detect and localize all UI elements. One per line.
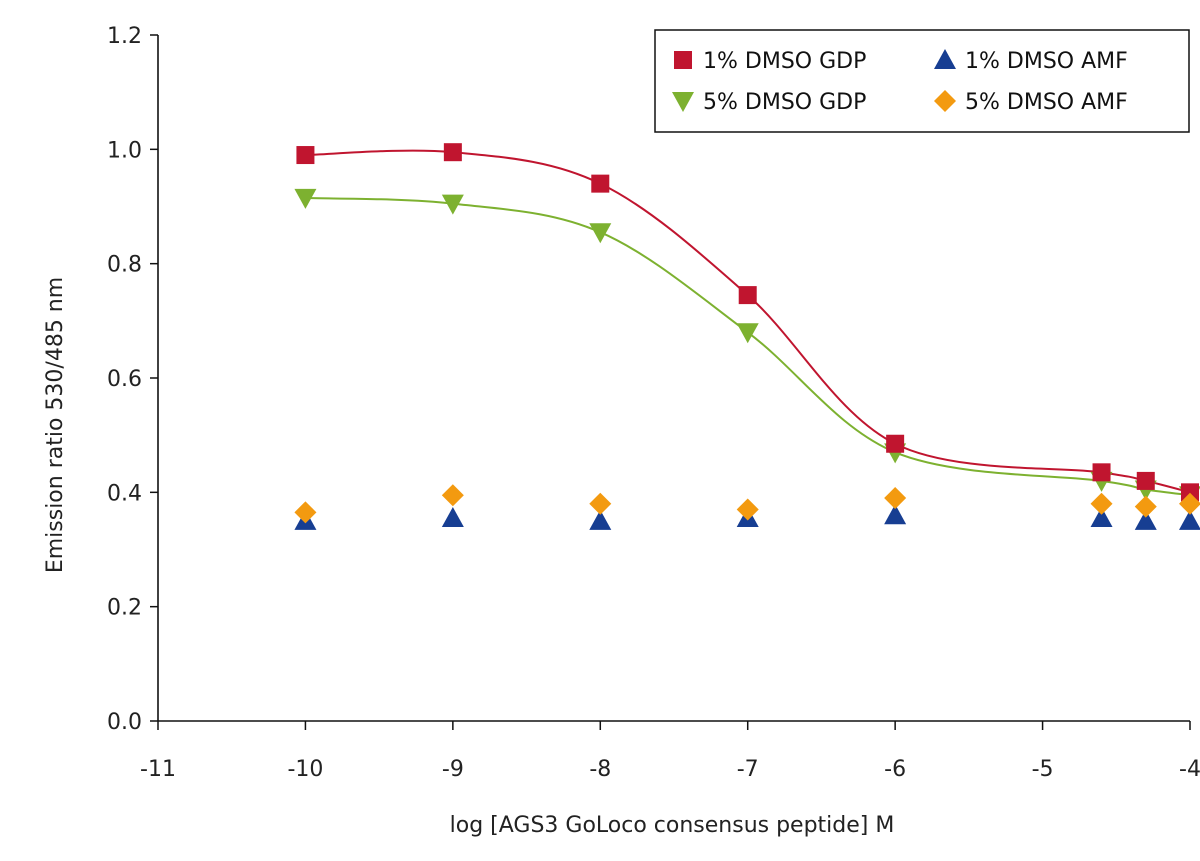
data-point <box>589 509 612 530</box>
data-points <box>294 143 1200 530</box>
data-point <box>884 487 907 510</box>
x-tick-label: -5 <box>1032 757 1054 782</box>
data-point <box>441 194 464 215</box>
data-point <box>1179 509 1200 530</box>
legend-marker <box>672 92 694 112</box>
x-tick-label: -11 <box>140 757 176 782</box>
data-point <box>294 188 317 209</box>
x-tick-label: -6 <box>884 757 906 782</box>
data-point <box>1090 507 1113 528</box>
x-tick-label: -8 <box>589 757 611 782</box>
x-tick-label: -10 <box>287 757 323 782</box>
x-tick-label: -9 <box>442 757 464 782</box>
data-point <box>441 507 464 528</box>
legend-box <box>654 29 1190 133</box>
y-tick-label: 1.0 <box>107 138 142 163</box>
y-tick-label: 1.2 <box>107 24 142 49</box>
data-point <box>736 323 759 344</box>
data-point <box>591 174 610 193</box>
data-point <box>589 223 612 244</box>
y-tick-label: 0.4 <box>107 481 142 506</box>
fit-curve <box>305 149 1191 494</box>
legend-marker <box>934 90 956 112</box>
data-point <box>441 484 464 507</box>
legend-label-1pct-gdp: 1% DMSO GDP <box>703 49 866 74</box>
legend: 1% DMSO GDP 1% DMSO AMF 5% DMSO GDP 5% D… <box>654 29 1190 133</box>
data-point <box>294 501 317 524</box>
legend-label-5pct-gdp: 5% DMSO GDP <box>703 90 866 115</box>
data-point <box>1179 492 1200 515</box>
legend-label-5pct-amf: 5% DMSO AMF <box>965 90 1128 115</box>
data-point <box>296 146 315 165</box>
data-point <box>1134 509 1157 530</box>
y-tick-label: 0.8 <box>107 253 142 278</box>
axes: 0.0 0.2 0.4 0.6 0.8 1.0 1.2 -11 -10 -9 -8 -7 -6 -5 -4 <box>107 24 1200 782</box>
data-point <box>738 286 757 305</box>
legend-label-1pct-amf: 1% DMSO AMF <box>965 49 1128 74</box>
y-tick-label: 0.0 <box>107 710 142 735</box>
data-point <box>884 504 907 525</box>
x-tick-label: -4 <box>1179 757 1200 782</box>
data-point <box>886 434 905 453</box>
data-point <box>443 143 462 162</box>
data-point <box>1181 483 1199 502</box>
data-point <box>1092 463 1111 482</box>
y-axis-title: Emission ratio 530/485 nm <box>43 277 68 573</box>
data-point <box>1134 495 1157 518</box>
x-tick-label: -7 <box>737 757 759 782</box>
fit-curves <box>305 149 1191 497</box>
legend-marker <box>934 49 956 69</box>
data-point <box>1090 492 1113 515</box>
data-point <box>1136 471 1155 490</box>
x-axis-title: log [AGS3 GoLoco consensus peptide] M <box>450 813 895 838</box>
legend-marker <box>674 51 692 69</box>
y-tick-label: 0.6 <box>107 367 142 392</box>
fit-curve <box>305 196 1191 497</box>
data-point <box>589 492 612 515</box>
data-point <box>736 498 759 521</box>
y-tick-label: 0.2 <box>107 596 142 621</box>
